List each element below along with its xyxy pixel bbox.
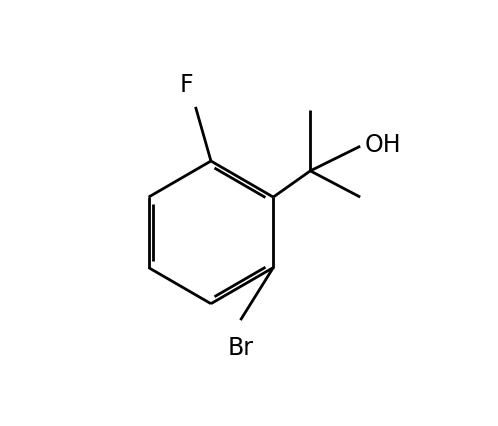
Text: OH: OH [365,132,402,157]
Text: F: F [179,73,193,97]
Text: Br: Br [228,337,253,360]
